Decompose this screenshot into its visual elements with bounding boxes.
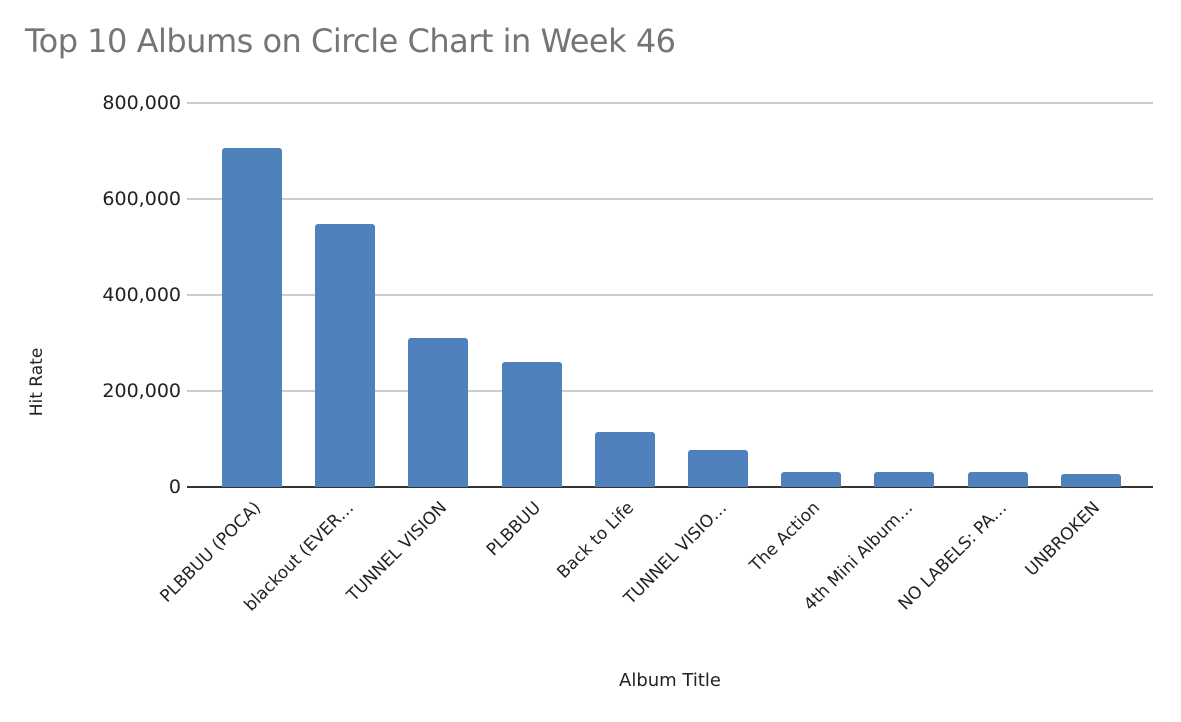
y-tick-label: 800,000 [102, 92, 181, 114]
x-axis-line [187, 486, 1153, 488]
y-tick-label: 0 [168, 476, 181, 498]
x-tick-label: UNBROKEN [1021, 497, 1104, 581]
bar[interactable] [688, 450, 748, 487]
y-tick-label: 600,000 [102, 188, 181, 210]
x-tick-label: TUNNEL VISION [343, 497, 452, 606]
y-tick-label: 200,000 [102, 380, 181, 402]
chart-title: Top 10 Albums on Circle Chart in Week 46 [25, 22, 676, 60]
gridline [187, 390, 1153, 392]
bar[interactable] [501, 362, 562, 487]
gridline [187, 102, 1153, 104]
x-tick-label: Back to Life [553, 497, 638, 583]
bar[interactable] [222, 148, 282, 487]
bar[interactable] [967, 472, 1028, 487]
bar[interactable] [594, 431, 655, 487]
x-tick-label: PLBBUU (POCA) [156, 497, 266, 607]
x-axis-label: Album Title [619, 670, 721, 691]
bar[interactable] [408, 338, 469, 487]
bar[interactable] [874, 472, 935, 487]
x-tick-label: PLBBUU [482, 497, 545, 561]
x-tick-label: TUNNEL VISIO… [620, 497, 732, 609]
gridline [187, 198, 1153, 200]
bar[interactable] [315, 223, 376, 487]
bar[interactable] [1060, 474, 1121, 487]
y-axis-label: Hit Rate [27, 347, 47, 417]
y-tick-label: 400,000 [102, 284, 181, 306]
bar[interactable] [781, 472, 842, 487]
x-tick-label: The Action [746, 497, 825, 576]
gridline [187, 294, 1153, 296]
